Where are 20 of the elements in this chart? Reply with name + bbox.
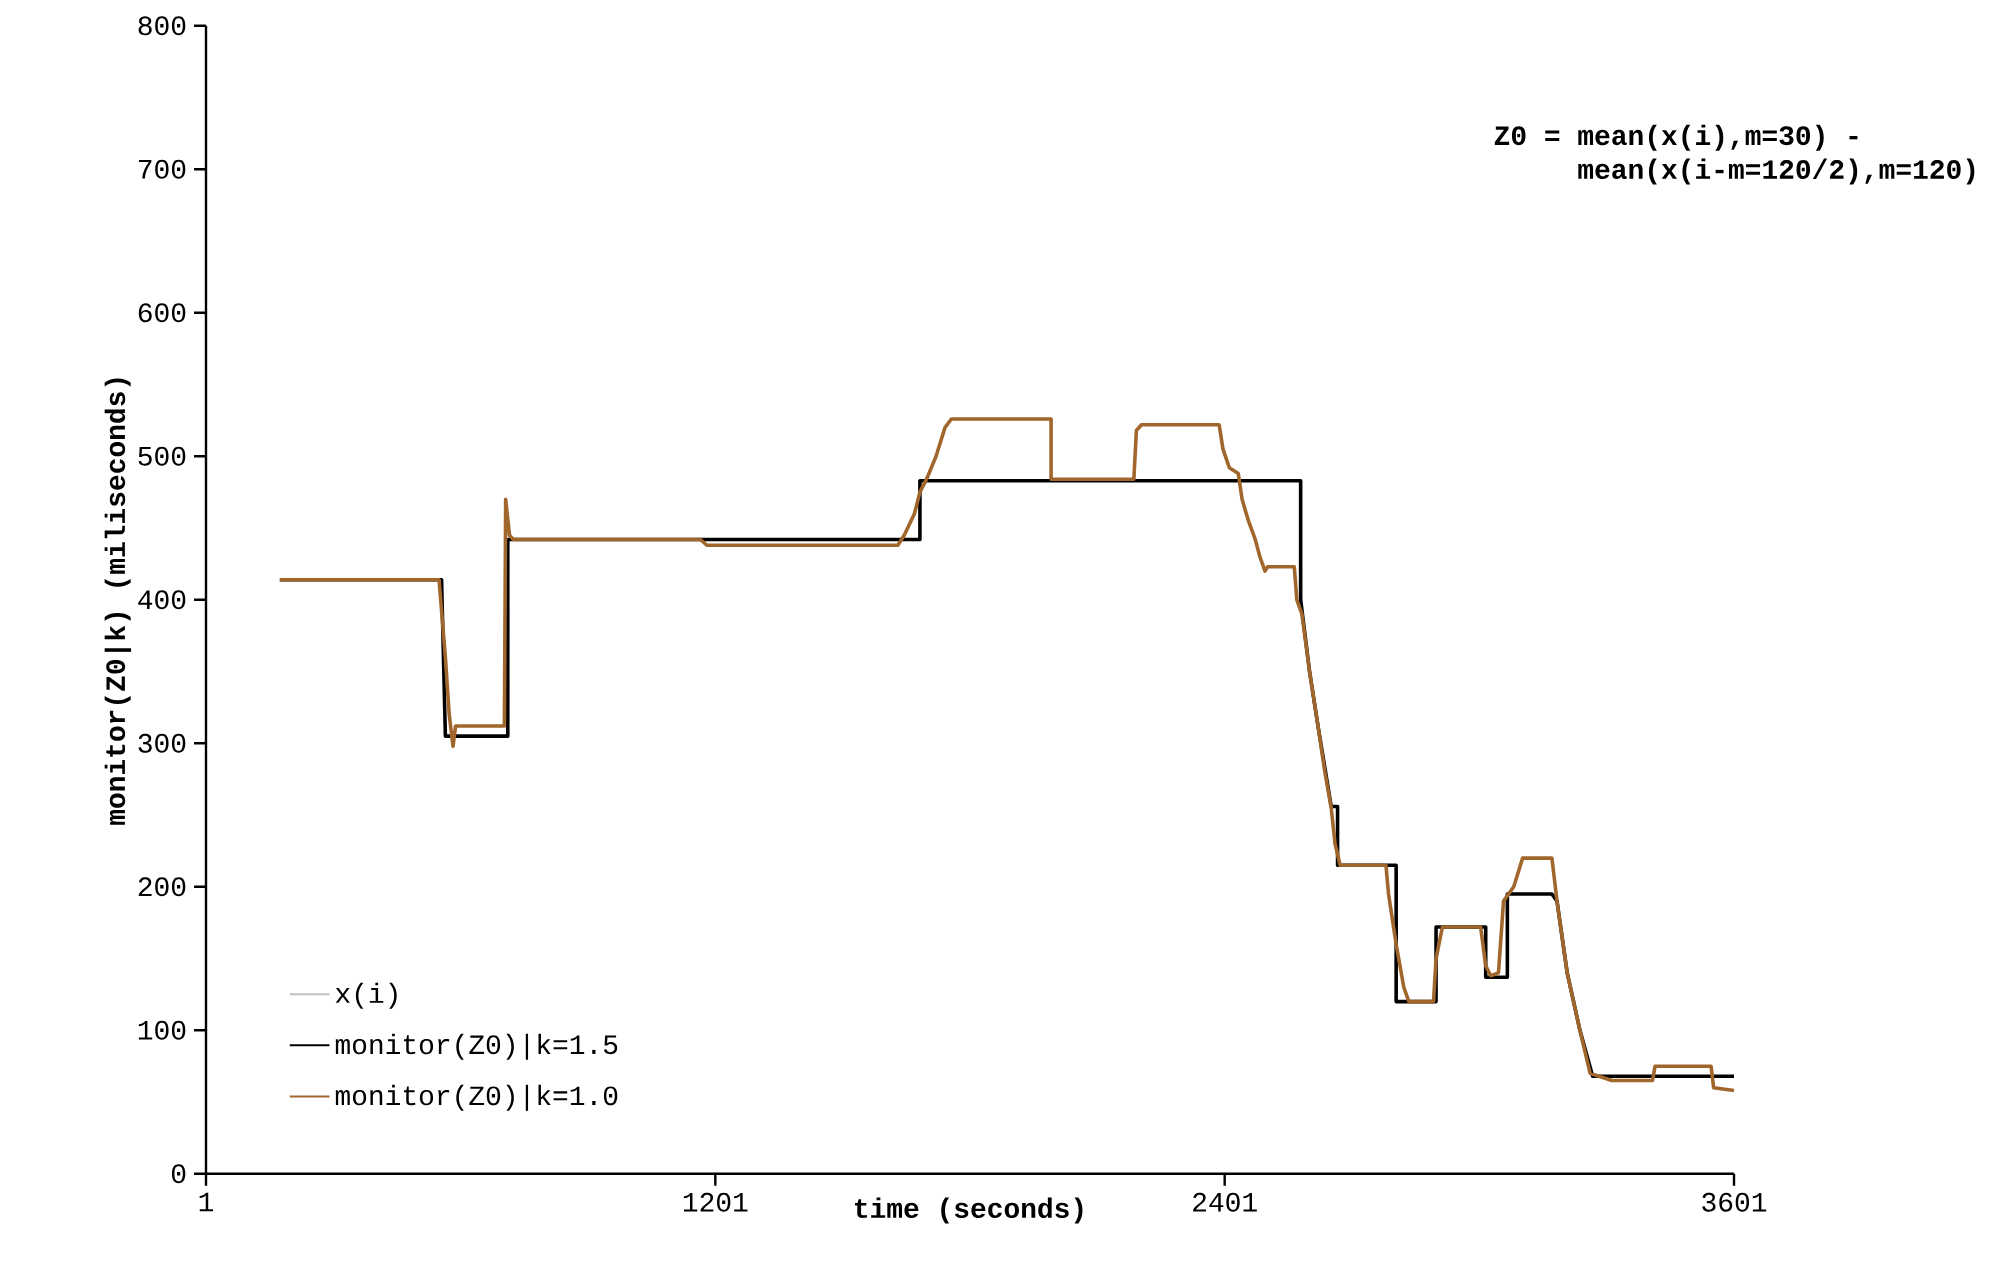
y-tick-label: 800 — [138, 16, 186, 36]
legend-label: monitor(Z0)|k=1.0 — [335, 1084, 618, 1111]
y-tick-label: 500 — [138, 446, 186, 466]
annotation: mean(x(i-m=120/2),m=120) — [1578, 158, 1975, 185]
legend-label: monitor(Z0)|k=1.5 — [335, 1033, 618, 1060]
x-tick-label: 2401 — [1193, 1192, 1257, 1212]
y-axis-title: monitor(Z0|k) (miliseconds) — [104, 378, 132, 825]
y-tick-label: 700 — [138, 159, 186, 179]
x-tick-label: 1201 — [683, 1192, 748, 1212]
x-tick-label: 1 — [199, 1192, 214, 1212]
y-tick-label: 600 — [138, 303, 186, 323]
annotation: Z0 = mean(x(i),m=30) - — [1494, 124, 1858, 151]
x-tick-label: 3601 — [1702, 1192, 1767, 1212]
y-tick-label: 100 — [138, 1020, 186, 1040]
y-tick-label: 200 — [138, 877, 186, 897]
y-tick-label: 0 — [171, 1164, 186, 1184]
y-tick-label: 300 — [138, 733, 186, 753]
legend-label: x(i) — [335, 982, 397, 1009]
x-axis-title: time (seconds) — [855, 1197, 1083, 1224]
y-tick-label: 400 — [138, 590, 186, 610]
